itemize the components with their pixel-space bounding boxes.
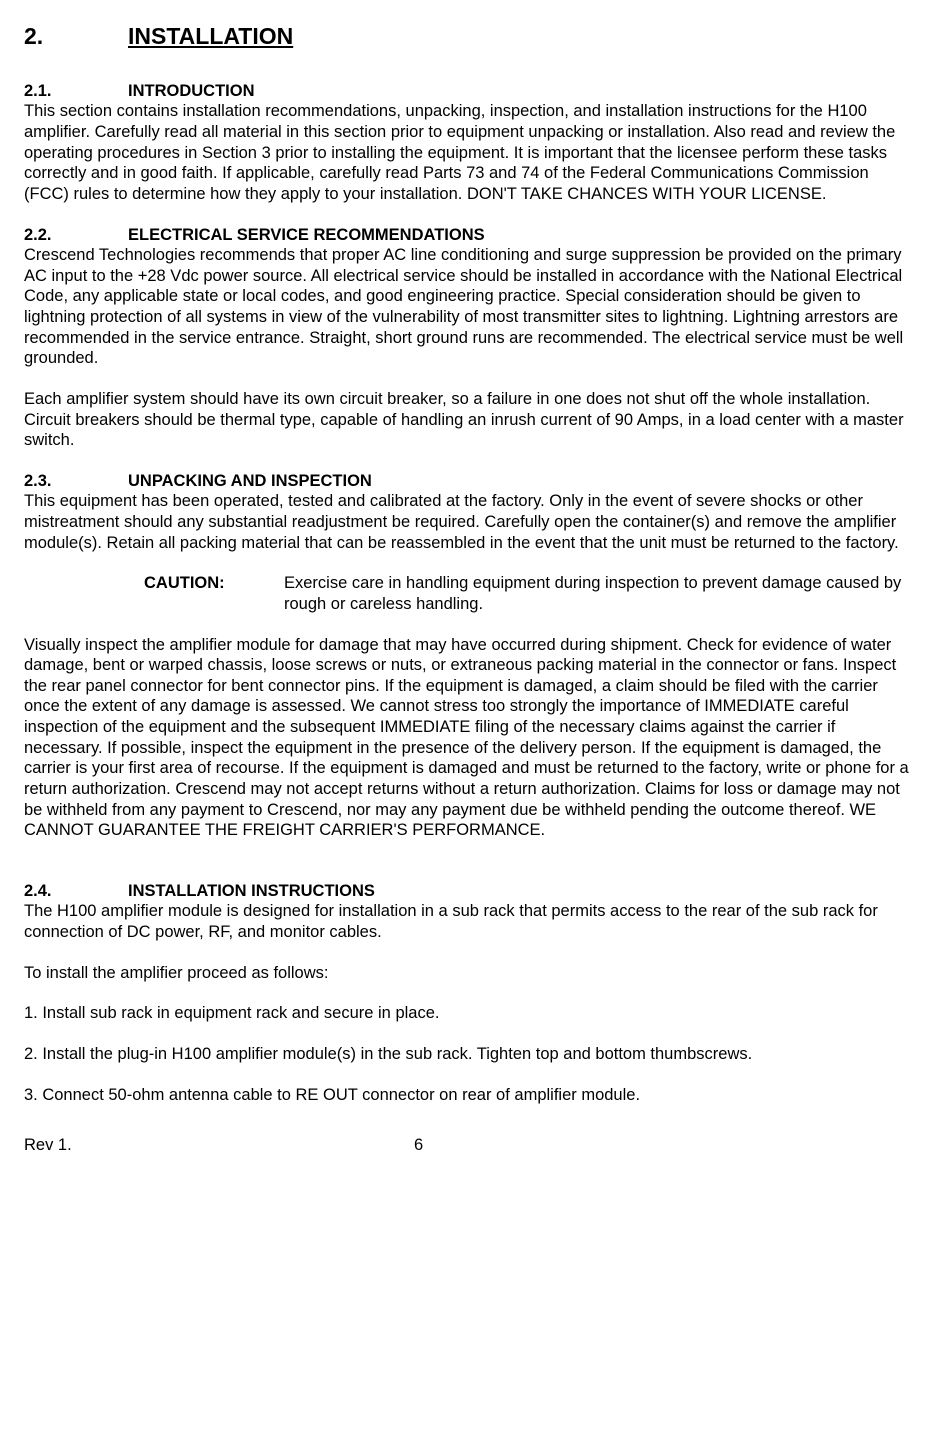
subsection-title: ELECTRICAL SERVICE RECOMMENDATIONS xyxy=(128,226,485,244)
subsection-heading-2-4: 2.4.INSTALLATION INSTRUCTIONS xyxy=(24,881,912,902)
subsection-title: UNPACKING AND INSPECTION xyxy=(128,472,372,490)
paragraph: Each amplifier system should have its ow… xyxy=(24,389,912,451)
section-number: 2. xyxy=(24,22,128,51)
subsection-heading-2-2: 2.2.ELECTRICAL SERVICE RECOMMENDATIONS xyxy=(24,225,912,246)
footer-page-number: 6 xyxy=(414,1135,423,1156)
install-step-1: 1. Install sub rack in equipment rack an… xyxy=(24,1003,912,1024)
caution-text: Exercise care in handling equipment duri… xyxy=(284,573,912,614)
install-step-3: 3. Connect 50-ohm antenna cable to RE OU… xyxy=(24,1085,912,1106)
subsection-number: 2.1. xyxy=(24,81,128,102)
subsection-heading-2-1: 2.1.INTRODUCTION xyxy=(24,81,912,102)
subsection-number: 2.2. xyxy=(24,225,128,246)
subsection-number: 2.4. xyxy=(24,881,128,902)
paragraph: Visually inspect the amplifier module fo… xyxy=(24,635,912,841)
caution-label: CAUTION: xyxy=(24,573,284,614)
subsection-number: 2.3. xyxy=(24,471,128,492)
subsection-title: INTRODUCTION xyxy=(128,82,255,100)
install-step-2: 2. Install the plug-in H100 amplifier mo… xyxy=(24,1044,912,1065)
paragraph: To install the amplifier proceed as foll… xyxy=(24,963,912,984)
footer-revision: Rev 1. xyxy=(24,1135,414,1156)
subsection-heading-2-3: 2.3.UNPACKING AND INSPECTION xyxy=(24,471,912,492)
paragraph: This section contains installation recom… xyxy=(24,101,912,204)
caution-block: CAUTION: Exercise care in handling equip… xyxy=(24,573,912,614)
page-footer: Rev 1. 6 xyxy=(24,1135,912,1156)
paragraph: The H100 amplifier module is designed fo… xyxy=(24,901,912,942)
paragraph: Crescend Technologies recommends that pr… xyxy=(24,245,912,369)
section-title: INSTALLATION xyxy=(128,23,293,49)
paragraph: This equipment has been operated, tested… xyxy=(24,491,912,553)
section-heading: 2.INSTALLATION xyxy=(24,22,912,51)
subsection-title: INSTALLATION INSTRUCTIONS xyxy=(128,882,375,900)
